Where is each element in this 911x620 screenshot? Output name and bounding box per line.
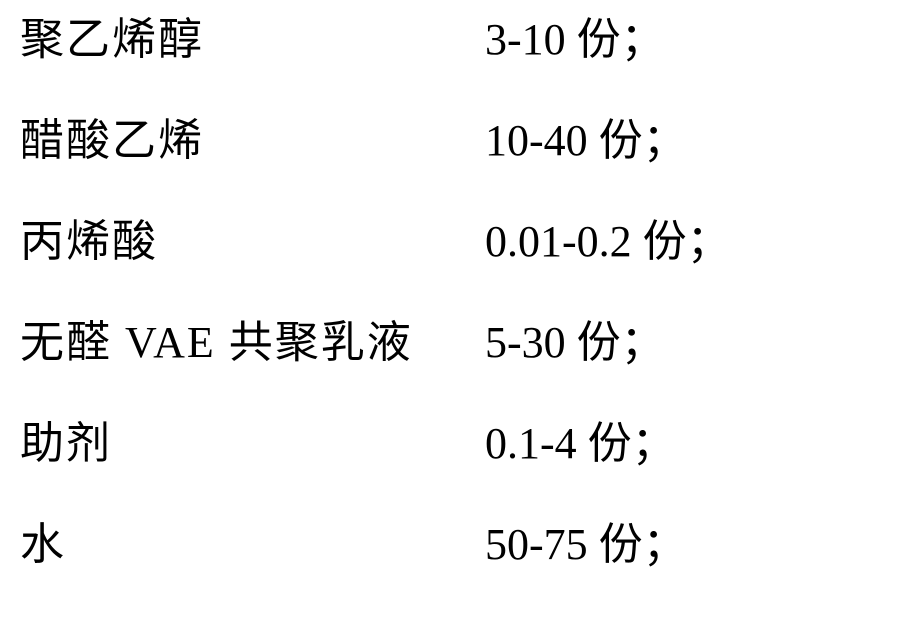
ingredients-table: 聚乙烯醇 3-10 份； 醋酸乙烯 10-40 份； 丙烯酸 0.01-0.2 … [0,0,911,575]
ingredient-label: 醋酸乙烯 [20,119,204,163]
table-row: 丙烯酸 0.01-0.2 份； [20,220,891,272]
ingredient-value: 10-40 份； [485,119,687,163]
ingredient-label: 助剂 [20,422,112,466]
table-row: 无醛 VAE 共聚乳液 5-30 份； [20,321,891,373]
ingredient-label: 丙烯酸 [20,220,158,264]
ingredient-value: 50-75 份； [485,523,687,567]
ingredient-value: 0.1-4 份； [485,422,676,466]
table-row: 聚乙烯醇 3-10 份； [20,18,891,70]
ingredient-value: 0.01-0.2 份； [485,220,731,264]
table-row: 助剂 0.1-4 份； [20,422,891,474]
table-row: 水 50-75 份； [20,523,891,575]
table-row: 醋酸乙烯 10-40 份； [20,119,891,171]
ingredient-value: 3-10 份； [485,18,665,62]
ingredient-label: 无醛 VAE 共聚乳液 [20,321,413,365]
ingredient-label: 水 [20,523,66,567]
ingredient-label: 聚乙烯醇 [20,18,204,62]
ingredient-value: 5-30 份； [485,321,665,365]
